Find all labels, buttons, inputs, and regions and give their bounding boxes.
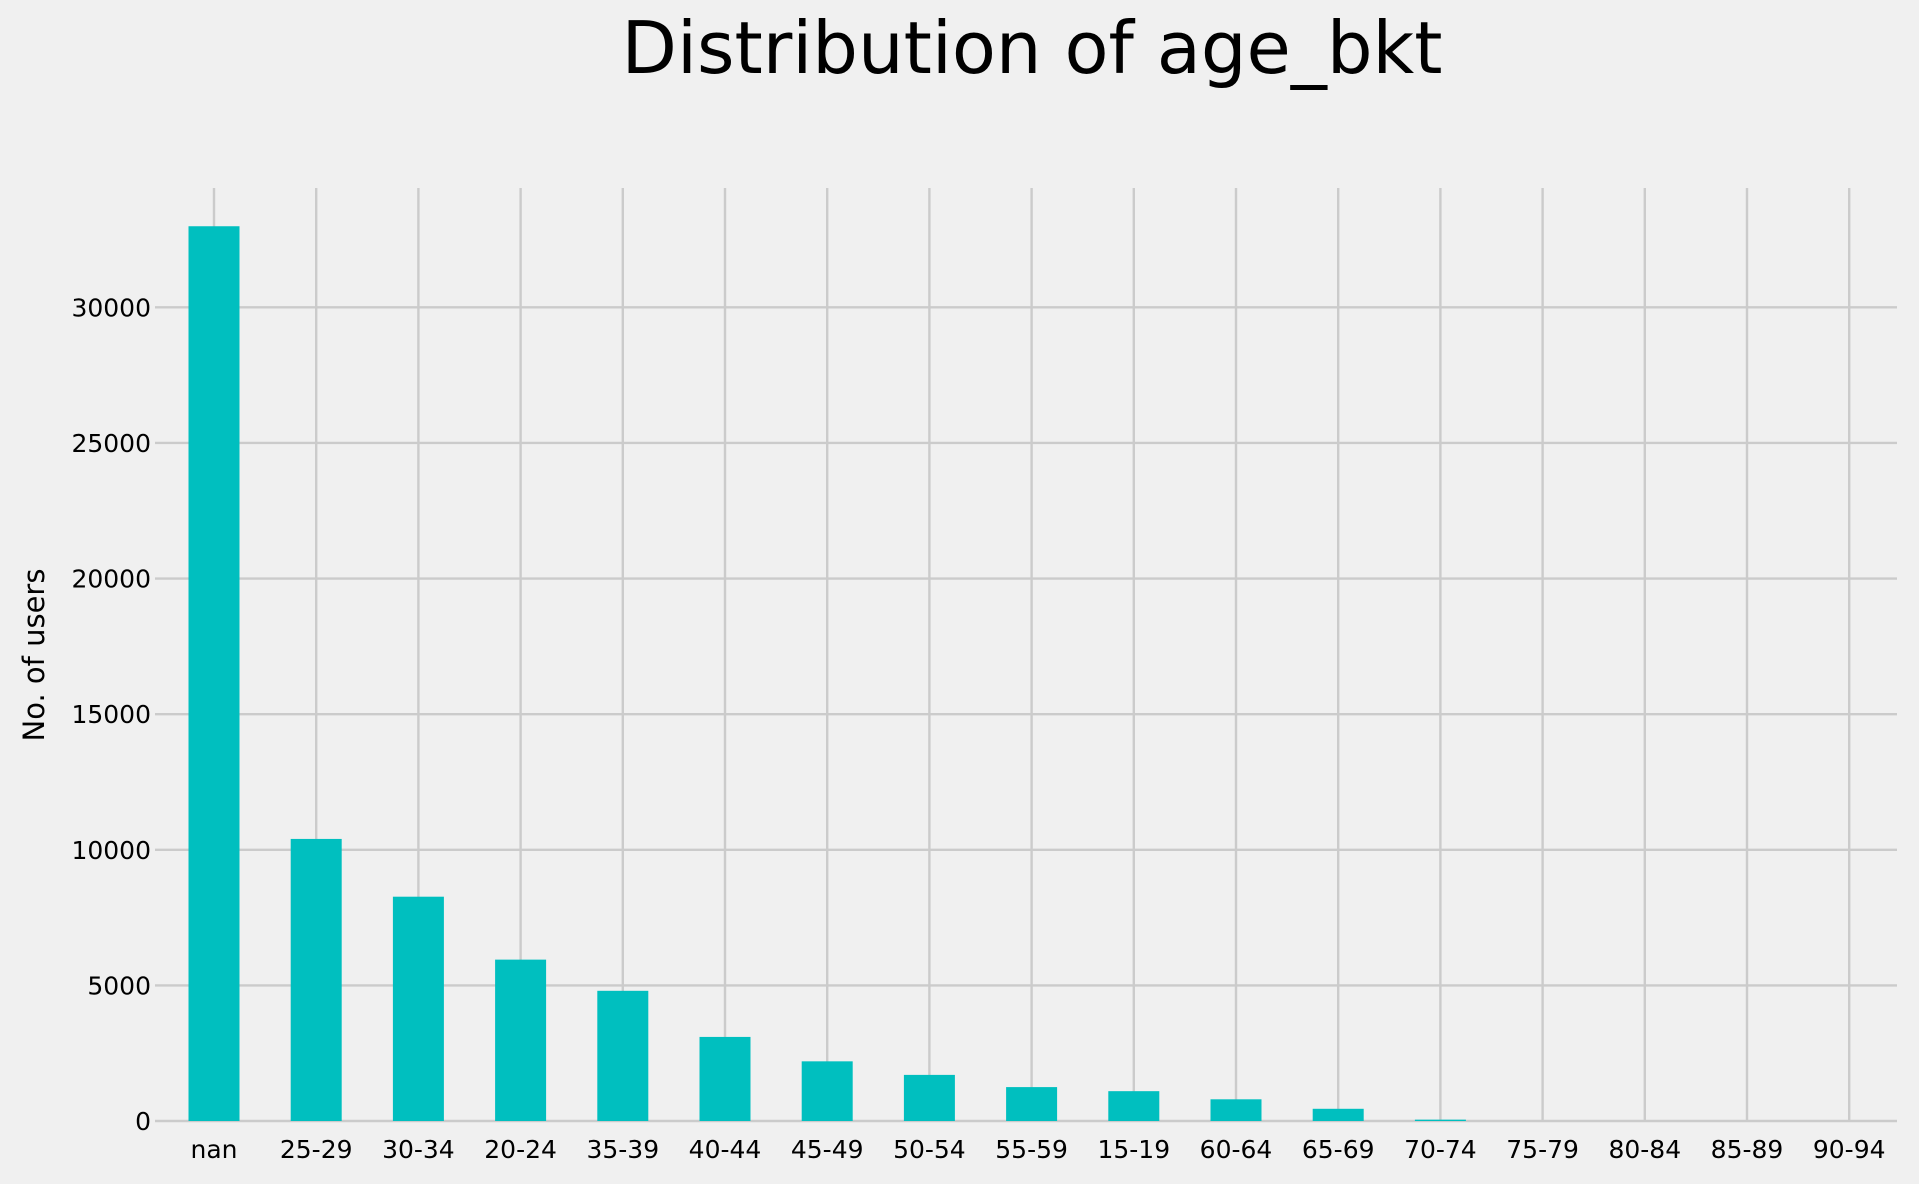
- y-tick-label: 0: [135, 1107, 151, 1136]
- x-tick-label: 35-39: [586, 1135, 659, 1164]
- x-tick-label: 55-59: [995, 1135, 1068, 1164]
- bar-45-49: [801, 1061, 853, 1121]
- x-tick-label: 20-24: [484, 1135, 557, 1164]
- x-tick-label: 15-19: [1097, 1135, 1170, 1164]
- bar-35-39: [597, 990, 649, 1121]
- bar-70-74: [1414, 1119, 1466, 1121]
- x-tick-label: 75-79: [1506, 1135, 1579, 1164]
- bar-50-54: [903, 1074, 955, 1121]
- grid-lines: [155, 188, 1897, 1123]
- y-tick-label: 25000: [71, 429, 151, 458]
- bar-30-34: [392, 896, 444, 1121]
- x-tick-label: 70-74: [1404, 1135, 1477, 1164]
- x-tick-label: 40-44: [689, 1135, 762, 1164]
- bar-20-24: [495, 959, 547, 1121]
- x-tick-label: 50-54: [893, 1135, 966, 1164]
- y-tick-label: 30000: [71, 293, 151, 322]
- y-tick-label: 15000: [71, 700, 151, 729]
- bar-40-44: [699, 1036, 751, 1121]
- x-tick-label: 45-49: [791, 1135, 864, 1164]
- bar-55-59: [1006, 1087, 1058, 1121]
- x-tick-label: 90-94: [1813, 1135, 1886, 1164]
- x-tick-label: 85-89: [1711, 1135, 1784, 1164]
- x-tick-label: 80-84: [1608, 1135, 1681, 1164]
- x-tick-label: 30-34: [382, 1135, 455, 1164]
- x-tick-label: nan: [190, 1135, 237, 1164]
- bar-15-19: [1108, 1091, 1160, 1121]
- bar-25-29: [290, 838, 342, 1121]
- y-tick-label: 10000: [71, 836, 151, 865]
- bar-65-69: [1312, 1108, 1364, 1121]
- chart-title: Distribution of age_bkt: [622, 6, 1443, 90]
- x-tick-label: 25-29: [280, 1135, 353, 1164]
- bar-60-64: [1210, 1099, 1262, 1121]
- x-tick-label: 60-64: [1200, 1135, 1273, 1164]
- y-axis-label: No. of users: [17, 569, 51, 742]
- bar-nan: [188, 226, 240, 1121]
- x-tick-label: 65-69: [1302, 1135, 1375, 1164]
- y-tick-label: 5000: [87, 971, 151, 1000]
- y-tick-label: 20000: [71, 565, 151, 594]
- bars: [188, 226, 1466, 1121]
- tick-labels: 0 5000 10000 15000 20000 25000 30000 nan 25-29 30…: [71, 293, 1885, 1164]
